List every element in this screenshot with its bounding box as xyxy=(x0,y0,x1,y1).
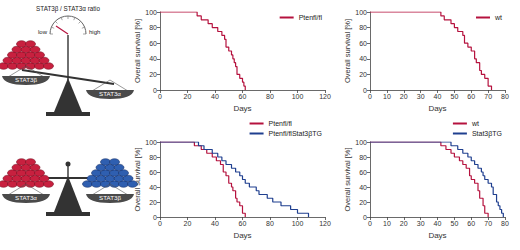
svg-text:Overall survival [%]: Overall survival [%] xyxy=(133,19,142,83)
svg-text:0: 0 xyxy=(153,214,157,221)
svg-text:Days: Days xyxy=(428,104,446,113)
svg-text:Ptenfl/fl: Ptenfl/fl xyxy=(299,14,323,21)
svg-text:10: 10 xyxy=(383,93,391,100)
svg-text:100: 100 xyxy=(145,139,157,146)
svg-text:0: 0 xyxy=(368,220,372,227)
svg-text:wt: wt xyxy=(494,14,502,21)
svg-text:60: 60 xyxy=(359,40,367,47)
svg-text:40: 40 xyxy=(149,55,157,62)
svg-text:20: 20 xyxy=(400,93,408,100)
svg-text:wt: wt xyxy=(471,120,479,127)
svg-text:120: 120 xyxy=(319,93,331,100)
svg-text:STAT3β: STAT3β xyxy=(15,76,37,83)
svg-text:40: 40 xyxy=(434,93,442,100)
svg-text:STAT3β: STAT3β xyxy=(99,194,121,201)
svg-text:Overall survival [%]: Overall survival [%] xyxy=(343,147,352,211)
svg-text:high: high xyxy=(89,29,100,35)
svg-text:100: 100 xyxy=(145,9,157,16)
svg-text:Stat3βTG: Stat3βTG xyxy=(472,130,502,138)
svg-text:20: 20 xyxy=(400,220,408,227)
svg-text:20: 20 xyxy=(184,220,192,227)
svg-text:40: 40 xyxy=(359,55,367,62)
svg-text:10: 10 xyxy=(383,220,391,227)
svg-text:60: 60 xyxy=(239,93,247,100)
svg-text:STAT3β / STAT3α ratio: STAT3β / STAT3α ratio xyxy=(36,5,100,13)
svg-text:20: 20 xyxy=(184,93,192,100)
svg-text:30: 30 xyxy=(417,93,425,100)
svg-text:100: 100 xyxy=(355,9,367,16)
svg-text:100: 100 xyxy=(292,93,304,100)
svg-text:60: 60 xyxy=(239,220,247,227)
svg-text:0: 0 xyxy=(363,87,367,94)
svg-text:Days: Days xyxy=(428,231,446,240)
svg-text:20: 20 xyxy=(149,71,157,78)
svg-text:0: 0 xyxy=(158,220,162,227)
svg-text:60: 60 xyxy=(467,220,475,227)
svg-text:80: 80 xyxy=(149,24,157,31)
svg-text:0: 0 xyxy=(153,87,157,94)
svg-text:20: 20 xyxy=(149,199,157,206)
svg-text:STAT3α: STAT3α xyxy=(99,90,121,97)
svg-text:40: 40 xyxy=(211,93,219,100)
svg-text:80: 80 xyxy=(501,93,509,100)
svg-text:Overall survival [%]: Overall survival [%] xyxy=(133,147,142,211)
svg-text:Ptenfl/flStat3βTG: Ptenfl/flStat3βTG xyxy=(269,130,322,138)
svg-text:50: 50 xyxy=(450,220,458,227)
svg-text:60: 60 xyxy=(467,93,475,100)
svg-text:0: 0 xyxy=(158,93,162,100)
svg-text:60: 60 xyxy=(359,169,367,176)
svg-text:Days: Days xyxy=(233,231,251,240)
svg-text:Days: Days xyxy=(233,104,251,113)
svg-text:60: 60 xyxy=(149,169,157,176)
svg-text:40: 40 xyxy=(149,184,157,191)
svg-text:low: low xyxy=(38,29,48,35)
svg-text:80: 80 xyxy=(266,220,274,227)
svg-text:70: 70 xyxy=(484,93,492,100)
svg-text:120: 120 xyxy=(319,220,331,227)
svg-text:Overall survival [%]: Overall survival [%] xyxy=(343,19,352,83)
svg-text:STAT3α: STAT3α xyxy=(15,194,37,201)
svg-text:0: 0 xyxy=(363,214,367,221)
svg-text:40: 40 xyxy=(359,184,367,191)
svg-text:30: 30 xyxy=(417,220,425,227)
svg-text:60: 60 xyxy=(149,40,157,47)
svg-text:80: 80 xyxy=(359,154,367,161)
svg-text:50: 50 xyxy=(450,93,458,100)
svg-text:100: 100 xyxy=(355,139,367,146)
svg-text:40: 40 xyxy=(434,220,442,227)
svg-text:Ptenfl/fl: Ptenfl/fl xyxy=(269,120,293,127)
svg-text:80: 80 xyxy=(266,93,274,100)
svg-text:20: 20 xyxy=(359,199,367,206)
svg-text:0: 0 xyxy=(368,93,372,100)
svg-text:80: 80 xyxy=(359,24,367,31)
svg-text:20: 20 xyxy=(359,71,367,78)
svg-text:100: 100 xyxy=(292,220,304,227)
svg-text:70: 70 xyxy=(484,220,492,227)
svg-text:40: 40 xyxy=(211,220,219,227)
svg-text:80: 80 xyxy=(501,220,509,227)
svg-text:80: 80 xyxy=(149,154,157,161)
